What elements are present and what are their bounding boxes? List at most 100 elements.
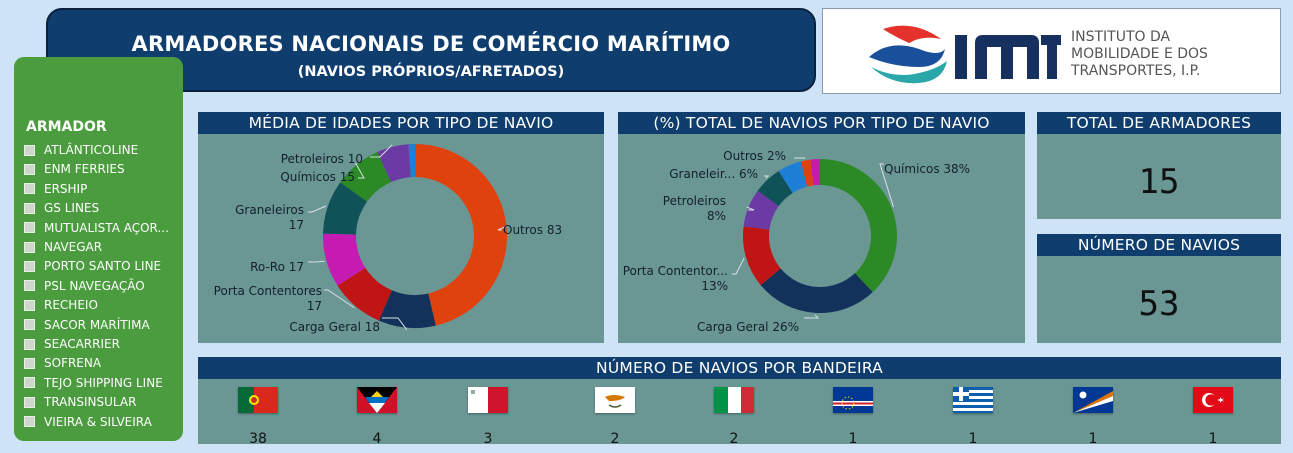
donut-slice[interactable] [337, 267, 392, 321]
donut-slice[interactable] [408, 144, 415, 178]
checkbox[interactable] [24, 396, 35, 408]
flag-column[interactable]: 1 [823, 387, 883, 447]
donut-slice[interactable] [323, 233, 366, 286]
flag-column[interactable]: 38 [228, 387, 288, 447]
slice-label: Carga Geral 26% [697, 320, 799, 334]
donut-slice[interactable] [820, 159, 897, 293]
ages-chart-panel: MÉDIA DE IDADES POR TIPO DE NAVIO Outros… [198, 112, 604, 343]
donut-slice[interactable] [378, 290, 436, 328]
armador-option[interactable]: PORTO SANTO LINE [24, 257, 161, 275]
armador-option[interactable]: SEACARRIER [24, 335, 120, 353]
armador-label: PSL NAVEGAÇÃO [44, 278, 145, 293]
flag-count: 2 [729, 431, 739, 447]
donut-slice[interactable] [800, 159, 814, 187]
slice-label: Químicos 38% [884, 162, 970, 176]
checkbox[interactable] [24, 183, 35, 195]
checkbox[interactable] [24, 202, 35, 214]
donut-slice[interactable] [743, 226, 781, 286]
checkbox[interactable] [24, 163, 35, 175]
checkbox[interactable] [24, 222, 35, 234]
leader-line [308, 260, 325, 263]
flag-column[interactable]: 3 [458, 387, 518, 447]
leader-line [879, 163, 894, 208]
armador-option[interactable]: TEJO SHIPPING LINE [24, 374, 163, 392]
flag-count: 1 [968, 431, 978, 447]
armador-option[interactable]: NAVEGAR [24, 238, 102, 256]
num-navios-value: 53 [1138, 284, 1180, 324]
slice-label: Petroleiros 10 [281, 152, 363, 166]
slice-label: Graneleiros [235, 203, 304, 217]
slice-label: Ro-Ro 17 [250, 260, 304, 274]
total-armadores-value: 15 [1138, 162, 1180, 202]
checkbox[interactable] [24, 338, 35, 350]
donut-slice[interactable] [778, 161, 808, 193]
leader-line [497, 224, 509, 231]
italy-flag-icon [714, 387, 754, 413]
checkbox[interactable] [24, 299, 35, 311]
marshall-islands-flag-icon [1073, 387, 1113, 413]
flag-column[interactable]: 1 [1183, 387, 1243, 447]
flag-count: 4 [372, 431, 382, 447]
armador-option[interactable]: GS LINES [24, 199, 99, 217]
malta-flag-icon [468, 387, 508, 413]
checkbox[interactable] [24, 416, 35, 428]
armador-label: ENM FERRIES [44, 162, 125, 177]
slice-label: 17 [307, 299, 322, 313]
logo-text-line: INSTITUTO DA [1071, 29, 1171, 45]
checkbox[interactable] [24, 377, 35, 389]
armador-option[interactable]: TRANSINSULAR [24, 393, 136, 411]
armador-label: ERSHIP [44, 181, 88, 196]
flag-count: 38 [249, 431, 267, 447]
armador-option[interactable]: ENM FERRIES [24, 160, 125, 178]
slice-label: Petroleiros [663, 194, 726, 208]
armador-option[interactable]: VIEIRA & SILVEIRA [24, 413, 152, 431]
armador-label: GS LINES [44, 201, 100, 216]
flag-column[interactable]: 2 [704, 387, 764, 447]
armador-option[interactable]: SACOR MARÍTIMA [24, 316, 150, 334]
share-donut-chart: Químicos 38% Carga Geral 26% Porta Content… [623, 149, 970, 334]
checkbox[interactable] [24, 280, 35, 292]
armador-label: SACOR MARÍTIMA [44, 317, 150, 332]
armador-option[interactable]: MUTUALISTA AÇOR... [24, 219, 169, 237]
slice-label: 8% [707, 209, 726, 223]
donut-slice[interactable] [340, 152, 391, 202]
donut-slice[interactable] [760, 268, 873, 313]
leader-line [382, 317, 408, 330]
page-subtitle: (NAVIOS PRÓPRIOS/AFRETADOS) [297, 64, 565, 80]
armador-option[interactable]: ERSHIP [24, 180, 87, 198]
donut-slice[interactable] [377, 144, 411, 183]
checkbox[interactable] [24, 260, 35, 272]
total-armadores-title: TOTAL DE ARMADORES [1037, 112, 1281, 134]
checkbox[interactable] [24, 319, 35, 331]
leader-line [370, 144, 393, 158]
armador-option[interactable]: RECHEIO [24, 296, 98, 314]
armador-label: SEACARRIER [44, 337, 120, 351]
flag-column[interactable]: 1 [1063, 387, 1123, 447]
checkbox[interactable] [24, 241, 35, 253]
donut-slice[interactable] [415, 144, 507, 326]
leader-line [732, 257, 745, 275]
portugal-flag-icon [238, 387, 278, 413]
flags-title: NÚMERO DE NAVIOS POR BANDEIRA [198, 357, 1281, 379]
checkbox[interactable] [24, 357, 35, 369]
checkbox[interactable] [24, 144, 35, 156]
flag-column[interactable]: 2 [585, 387, 645, 447]
flag-column[interactable]: 4 [347, 387, 407, 447]
armador-option[interactable]: SOFRENA [24, 354, 101, 372]
armador-label: SOFRENA [44, 356, 102, 371]
flag-column[interactable]: 1 [943, 387, 1003, 447]
armador-label: NAVEGAR [44, 240, 103, 254]
armador-option[interactable]: PSL NAVEGAÇÃO [24, 277, 145, 295]
donut-slice[interactable] [810, 159, 820, 186]
donut-slice[interactable] [743, 190, 779, 230]
donut-slice[interactable] [323, 182, 368, 235]
donut-slice[interactable] [757, 170, 793, 207]
armador-label: MUTUALISTA AÇOR... [44, 220, 169, 235]
leader-line [308, 205, 327, 213]
ages-chart-title: MÉDIA DE IDADES POR TIPO DE NAVIO [198, 112, 604, 134]
armador-option[interactable]: ATLÂNTICOLINE [24, 141, 138, 159]
flag-count: 1 [848, 431, 858, 447]
imt-logo: INSTITUTO DA MOBILIDADE E DOS TRANSPORTE… [822, 8, 1281, 94]
leader-line [355, 162, 365, 179]
armador-label: VIEIRA & SILVEIRA [44, 414, 152, 429]
